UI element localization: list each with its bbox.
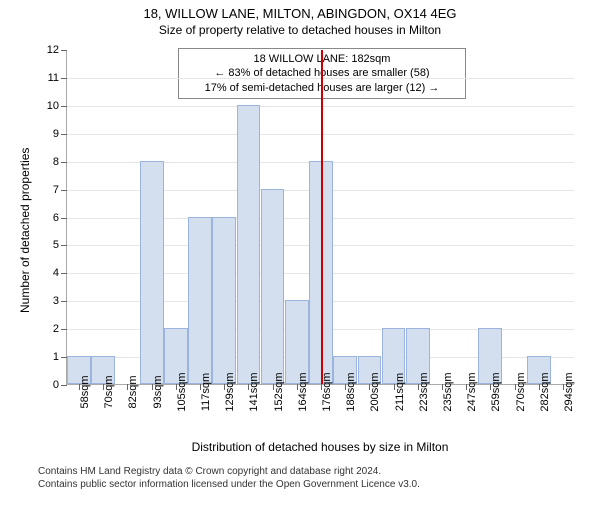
histogram-bar [212, 217, 236, 385]
y-tick [61, 162, 67, 163]
page-subtitle: Size of property relative to detached ho… [0, 23, 600, 37]
x-tick-label: 211sqm [394, 373, 406, 411]
y-axis-title: Number of detached properties [18, 147, 32, 312]
x-tick-label: 164sqm [297, 372, 309, 411]
x-tick-label: 117sqm [200, 373, 212, 411]
x-tick-label: 223sqm [418, 372, 430, 411]
y-tick-label: 1 [53, 351, 59, 363]
x-tick-label: 294sqm [563, 372, 575, 411]
x-tick-label: 282sqm [539, 372, 551, 411]
x-tick-label: 82sqm [127, 375, 139, 408]
y-tick-label: 3 [53, 295, 59, 307]
y-tick-label: 9 [53, 128, 59, 140]
footer-line: Contains HM Land Registry data © Crown c… [38, 465, 420, 478]
y-tick-label: 12 [47, 44, 59, 56]
y-tick-label: 10 [47, 100, 59, 112]
histogram-chart: 012345678910111258sqm70sqm82sqm93sqm105s… [66, 50, 574, 385]
x-tick-label: 247sqm [466, 372, 478, 411]
x-tick-label: 58sqm [79, 375, 91, 408]
y-tick [61, 134, 67, 135]
y-tick [61, 273, 67, 274]
y-tick-label: 8 [53, 156, 59, 168]
x-tick-label: 141sqm [248, 372, 260, 411]
x-tick-label: 152sqm [273, 372, 285, 411]
y-tick-label: 0 [53, 379, 59, 391]
x-tick-label: 270sqm [515, 372, 527, 411]
y-tick-label: 4 [53, 267, 59, 279]
x-tick-label: 235sqm [442, 372, 454, 411]
y-tick [61, 218, 67, 219]
histogram-bar [237, 105, 261, 384]
page-title: 18, WILLOW LANE, MILTON, ABINGDON, OX14 … [0, 6, 600, 21]
y-tick [61, 329, 67, 330]
y-tick-label: 6 [53, 212, 59, 224]
y-tick-label: 7 [53, 184, 59, 196]
y-tick-label: 2 [53, 323, 59, 335]
x-tick-label: 176sqm [321, 372, 333, 411]
y-tick-label: 5 [53, 239, 59, 251]
y-tick [61, 301, 67, 302]
y-tick [61, 385, 67, 386]
x-axis-title: Distribution of detached houses by size … [66, 440, 574, 454]
y-tick [61, 190, 67, 191]
x-tick-label: 259sqm [490, 372, 502, 411]
x-tick-label: 188sqm [345, 372, 357, 411]
histogram-bar [261, 189, 285, 384]
x-tick-label: 105sqm [176, 372, 188, 411]
histogram-bar [140, 161, 164, 384]
reference-line [321, 50, 323, 384]
y-tick [61, 357, 67, 358]
footer-line: Contains public sector information licen… [38, 478, 420, 491]
histogram-bar [188, 217, 212, 385]
y-tick [61, 78, 67, 79]
x-tick-label: 93sqm [152, 375, 164, 408]
y-tick [61, 245, 67, 246]
x-tick-label: 129sqm [224, 372, 236, 411]
y-tick [61, 50, 67, 51]
y-tick [61, 106, 67, 107]
footer-attribution: Contains HM Land Registry data © Crown c… [38, 465, 420, 491]
x-tick-label: 70sqm [103, 375, 115, 408]
x-tick-label: 200sqm [369, 372, 381, 411]
y-tick-label: 11 [48, 72, 59, 84]
